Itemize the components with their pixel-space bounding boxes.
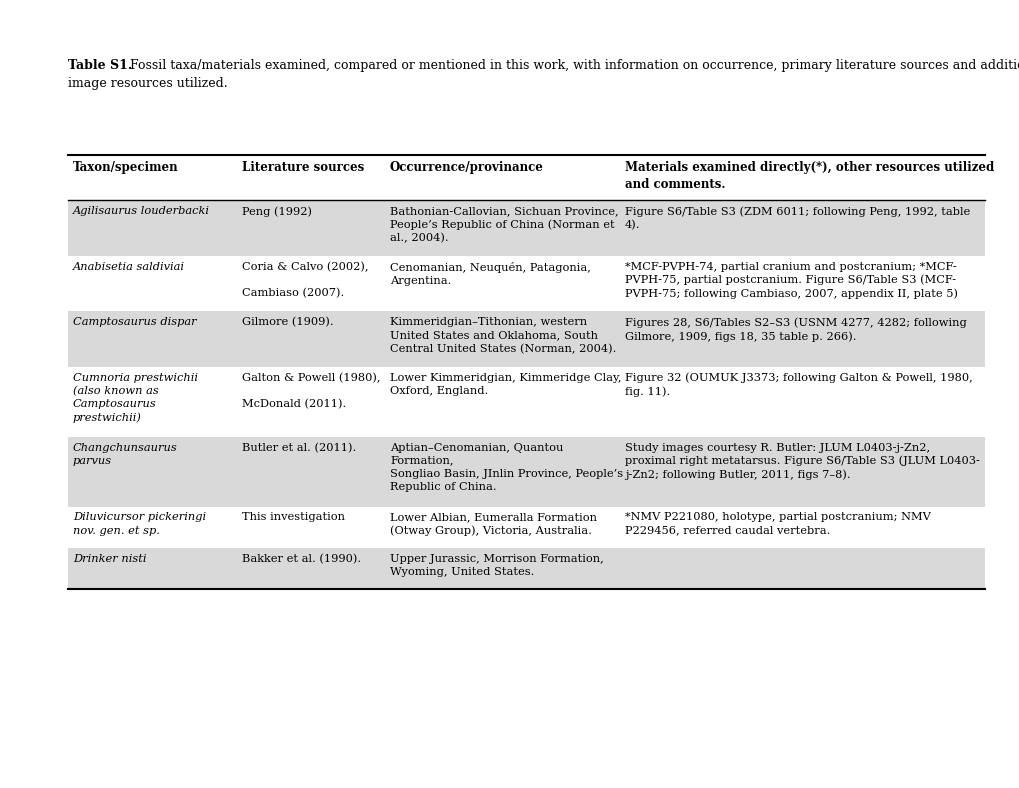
Text: Literature sources: Literature sources [242,161,364,174]
Text: Cenomanian, Neuquén, Patagonia,
Argentina.: Cenomanian, Neuquén, Patagonia, Argentin… [389,262,590,286]
Bar [68,200,984,255]
Text: Peng (1992): Peng (1992) [242,206,312,217]
Text: Drinker nisti: Drinker nisti [73,553,147,563]
Bar [68,507,984,548]
Text: Gilmore (1909).: Gilmore (1909). [242,317,333,327]
Text: Anabisetia saldiviai: Anabisetia saldiviai [73,262,184,272]
Text: Table S1.: Table S1. [68,59,132,72]
Text: Figures 28, S6/Tables S2–S3 (USNM 4277, 4282; following
Gilmore, 1909, figs 18, : Figures 28, S6/Tables S2–S3 (USNM 4277, … [625,317,966,341]
Text: Taxon/specimen: Taxon/specimen [73,161,178,174]
Bar [68,311,984,366]
Text: Figure S6/Table S3 (ZDM 6011; following Peng, 1992, table
4).: Figure S6/Table S3 (ZDM 6011; following … [625,206,969,230]
Text: Lower Albian, Eumeralla Formation
(Otway Group), Victoria, Australia.: Lower Albian, Eumeralla Formation (Otway… [389,512,596,537]
Bar [68,366,984,437]
Text: Butler et al. (2011).: Butler et al. (2011). [242,443,356,453]
Text: Changchunsaurus
parvus: Changchunsaurus parvus [73,443,177,466]
Text: Aptian–Cenomanian, Quantou
Formation,
Songliao Basin, JInlin Province, People’s
: Aptian–Cenomanian, Quantou Formation, So… [389,443,623,492]
Text: Upper Jurassic, Morrison Formation,
Wyoming, United States.: Upper Jurassic, Morrison Formation, Wyom… [389,553,603,577]
Text: Occurrence/provinance: Occurrence/provinance [389,161,543,174]
Text: *MCF-PVPH-74, partial cranium and postcranium; *MCF-
PVPH-75, partial postcraniu: *MCF-PVPH-74, partial cranium and postcr… [625,262,957,299]
Text: Cumnoria prestwichii
(also known as
Camptosaurus
prestwichii): Cumnoria prestwichii (also known as Camp… [73,373,198,423]
Bar [68,255,984,311]
Text: Materials examined directly(*), other resources utilized
and comments.: Materials examined directly(*), other re… [625,161,994,191]
Text: Diluvicursor pickeringi
nov. gen. et sp.: Diluvicursor pickeringi nov. gen. et sp. [73,512,206,536]
Text: Fossil taxa/materials examined, compared or mentioned in this work, with informa: Fossil taxa/materials examined, compared… [126,59,1019,72]
Text: Agilisaurus louderbacki: Agilisaurus louderbacki [73,206,210,216]
Text: Lower Kimmeridgian, Kimmeridge Clay,
Oxford, England.: Lower Kimmeridgian, Kimmeridge Clay, Oxf… [389,373,621,396]
Text: Camptosaurus dispar: Camptosaurus dispar [73,317,197,327]
Text: Coria & Calvo (2002),

Cambiaso (2007).: Coria & Calvo (2002), Cambiaso (2007). [242,262,368,299]
Text: Figure 32 (OUMUK J3373; following Galton & Powell, 1980,
fig. 11).: Figure 32 (OUMUK J3373; following Galton… [625,373,972,397]
Text: Study images courtesy R. Butler: JLUM L0403-j-Zn2,
proximal right metatarsus. Fi: Study images courtesy R. Butler: JLUM L0… [625,443,979,481]
Text: Kimmeridgian–Tithonian, western
United States and Oklahoma, South
Central United: Kimmeridgian–Tithonian, western United S… [389,317,615,354]
Text: Bakker et al. (1990).: Bakker et al. (1990). [242,553,361,563]
Text: This investigation: This investigation [242,512,344,522]
Bar [68,437,984,507]
Text: image resources utilized.: image resources utilized. [68,77,227,90]
Bar [68,548,984,589]
Text: *NMV P221080, holotype, partial postcranium; NMV
P229456, referred caudal verteb: *NMV P221080, holotype, partial postcran… [625,512,930,536]
Text: Galton & Powell (1980),

McDonald (2011).: Galton & Powell (1980), McDonald (2011). [242,373,380,410]
Text: Bathonian-Callovian, Sichuan Province,
People’s Republic of China (Norman et
al.: Bathonian-Callovian, Sichuan Province, P… [389,206,618,243]
